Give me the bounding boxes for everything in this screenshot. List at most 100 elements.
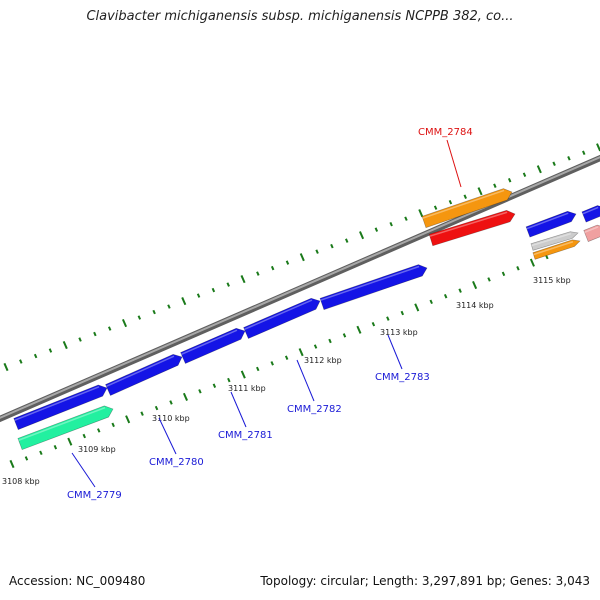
cds-arrow-cmm-2780[interactable] bbox=[105, 354, 183, 396]
cds-arrow-cmm-2784-highlight bbox=[429, 211, 508, 237]
inner-tick-mark bbox=[371, 321, 376, 327]
feature-arrow-orange-small[interactable] bbox=[532, 239, 581, 260]
inner-tick-mark bbox=[458, 288, 462, 293]
inner-tick-mark bbox=[125, 415, 131, 424]
inner-tick-mark bbox=[97, 428, 101, 433]
outer-tick-mark bbox=[374, 227, 379, 232]
gene-label[interactable]: CMM_2784 bbox=[418, 127, 473, 138]
outer-tick-mark bbox=[285, 260, 290, 265]
inner-tick-mark bbox=[256, 366, 260, 372]
inner-tick-mark bbox=[227, 377, 231, 383]
outer-tick-ring bbox=[3, 143, 600, 372]
gene-label[interactable]: CMM_2779 bbox=[67, 490, 122, 501]
gene-label[interactable]: CMM_2781 bbox=[218, 430, 273, 441]
cds-arrow-right-2[interactable] bbox=[581, 205, 600, 223]
inner-tick-ring bbox=[9, 254, 549, 469]
inner-tick-mark bbox=[24, 456, 29, 461]
outer-tick-mark bbox=[522, 172, 527, 177]
outer-tick-mark bbox=[448, 199, 453, 205]
inner-tick-mark bbox=[212, 383, 217, 388]
cds-arrow-cmm-2784[interactable] bbox=[428, 210, 516, 247]
inner-tick-mark bbox=[472, 280, 478, 290]
feature-arrow-orange[interactable] bbox=[421, 188, 513, 229]
outer-tick-mark bbox=[299, 253, 305, 262]
gene-label[interactable]: CMM_2783 bbox=[375, 372, 430, 383]
outer-tick-mark bbox=[345, 238, 349, 243]
scale-label: 3112 kbp bbox=[304, 356, 342, 365]
outer-tick-mark bbox=[433, 205, 438, 210]
inner-tick-mark bbox=[328, 338, 332, 344]
feature-arrow-teal-highlight bbox=[18, 407, 106, 441]
gene-label-leader-line bbox=[446, 139, 462, 188]
cds-arrow-right-1[interactable] bbox=[525, 210, 577, 238]
outer-tick-mark bbox=[315, 249, 319, 254]
outer-tick-mark bbox=[582, 150, 586, 155]
outer-tick-mark bbox=[137, 315, 142, 320]
scale-labels: 3108 kbp 3109 kbp 3110 kbp 3111 kbp 3112 kbp… bbox=[2, 276, 571, 486]
inner-tick-mark bbox=[487, 277, 491, 282]
cds-arrow-cmm-2782[interactable] bbox=[243, 297, 321, 339]
outer-tick-mark bbox=[226, 282, 230, 287]
outer-tick-mark bbox=[19, 359, 23, 364]
cds-arrow-cmm-2780-highlight bbox=[106, 355, 175, 388]
gene-label[interactable]: CMM_2782 bbox=[287, 404, 342, 415]
scale-label: 3109 kbp bbox=[78, 445, 116, 454]
outer-tick-mark bbox=[93, 331, 97, 337]
outer-tick-mark bbox=[270, 265, 275, 271]
scale-label: 3114 kbp bbox=[456, 301, 494, 310]
feature-tracks bbox=[13, 188, 600, 451]
cds-arrow-cmm-2783[interactable] bbox=[319, 264, 428, 311]
outer-tick-mark bbox=[33, 353, 38, 359]
outer-tick-mark bbox=[477, 187, 483, 196]
feature-arrow-teal[interactable] bbox=[17, 405, 114, 451]
cds-arrow-cmm-2781[interactable] bbox=[180, 327, 246, 364]
inner-tick-mark bbox=[67, 437, 73, 446]
genome-summary-text: Topology: circular; Length: 3,297,891 bp… bbox=[260, 574, 590, 588]
inner-tick-mark bbox=[53, 444, 58, 450]
outer-tick-mark bbox=[418, 209, 424, 218]
inner-tick-mark bbox=[400, 310, 405, 316]
outer-tick-mark bbox=[211, 287, 216, 293]
outer-tick-mark bbox=[330, 243, 334, 249]
outer-tick-mark bbox=[463, 194, 467, 199]
outer-tick-mark bbox=[256, 271, 260, 276]
outer-tick-mark bbox=[404, 216, 408, 221]
inner-tick-mark bbox=[313, 344, 318, 349]
inner-tick-mark bbox=[342, 333, 347, 338]
cds-arrow-cmm-2779[interactable] bbox=[13, 384, 108, 430]
inner-tick-mark bbox=[516, 266, 520, 271]
outer-tick-mark bbox=[359, 231, 365, 240]
outer-tick-mark bbox=[240, 275, 246, 284]
gene-label[interactable]: CMM_2780 bbox=[149, 457, 204, 468]
scale-label: 3113 kbp bbox=[380, 328, 418, 337]
outer-tick-mark bbox=[389, 221, 393, 227]
scale-label: 3111 kbp bbox=[228, 384, 266, 393]
cds-arrow-right-1-highlight bbox=[526, 212, 569, 230]
inner-tick-mark bbox=[169, 400, 173, 405]
cds-arrow-cmm-2782-highlight bbox=[244, 299, 313, 331]
inner-tick-mark bbox=[414, 303, 420, 312]
cds-arrow-cmm-2779-highlight bbox=[14, 386, 100, 421]
scale-label: 3115 kbp bbox=[533, 276, 571, 285]
outer-tick-mark bbox=[493, 183, 497, 188]
outer-tick-mark bbox=[3, 362, 9, 372]
inner-tick-mark bbox=[182, 392, 188, 401]
feature-arrow-orange-small-highlight bbox=[533, 241, 574, 256]
genome-title: Clavibacter michiganensis subsp. michiga… bbox=[86, 9, 514, 24]
outer-tick-mark bbox=[78, 337, 82, 342]
outer-tick-mark bbox=[107, 326, 112, 331]
inner-tick-mark bbox=[240, 370, 246, 379]
feature-arrow-pink[interactable] bbox=[583, 224, 600, 242]
inner-tick-mark bbox=[140, 411, 144, 416]
feature-arrow-grey[interactable] bbox=[530, 231, 579, 251]
gene-label-leader-line bbox=[230, 391, 247, 428]
inner-tick-mark bbox=[154, 405, 159, 411]
outer-tick-mark bbox=[152, 309, 156, 315]
inner-tick-mark bbox=[9, 459, 15, 469]
scale-label: 3110 kbp bbox=[152, 414, 190, 423]
inner-tick-mark bbox=[270, 361, 274, 366]
inner-tick-mark bbox=[545, 254, 549, 260]
cds-arrow-right-2-highlight bbox=[582, 206, 599, 215]
